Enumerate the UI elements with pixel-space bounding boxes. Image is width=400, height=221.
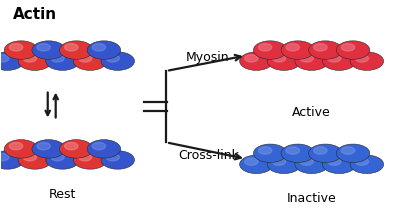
Circle shape — [341, 147, 355, 154]
Circle shape — [272, 158, 286, 165]
Circle shape — [92, 44, 106, 51]
Circle shape — [18, 151, 52, 169]
Circle shape — [245, 55, 258, 62]
Circle shape — [295, 155, 328, 173]
Circle shape — [60, 41, 93, 59]
Circle shape — [258, 147, 272, 154]
Circle shape — [0, 52, 24, 70]
Circle shape — [267, 155, 301, 173]
Circle shape — [23, 154, 36, 161]
Text: Cross-link: Cross-link — [178, 149, 239, 162]
Circle shape — [309, 41, 342, 59]
Circle shape — [23, 55, 36, 62]
Circle shape — [46, 151, 79, 169]
Circle shape — [46, 52, 79, 70]
Circle shape — [101, 151, 134, 169]
Circle shape — [267, 52, 301, 70]
Circle shape — [322, 52, 356, 70]
Circle shape — [0, 55, 9, 62]
Circle shape — [0, 151, 24, 169]
Circle shape — [314, 44, 327, 51]
Circle shape — [106, 55, 120, 62]
Circle shape — [350, 155, 384, 173]
Circle shape — [341, 44, 355, 51]
Circle shape — [295, 52, 328, 70]
Circle shape — [64, 44, 78, 51]
Circle shape — [286, 44, 300, 51]
Circle shape — [258, 44, 272, 51]
Circle shape — [37, 142, 50, 150]
Circle shape — [78, 55, 92, 62]
Circle shape — [328, 55, 341, 62]
Circle shape — [18, 52, 52, 70]
Circle shape — [37, 44, 50, 51]
Circle shape — [355, 158, 368, 165]
Circle shape — [350, 52, 384, 70]
Circle shape — [4, 41, 38, 59]
Circle shape — [240, 52, 273, 70]
Circle shape — [87, 140, 121, 158]
Circle shape — [87, 41, 121, 59]
Circle shape — [281, 41, 314, 59]
Circle shape — [9, 44, 23, 51]
Circle shape — [240, 155, 273, 173]
Circle shape — [309, 144, 342, 162]
Circle shape — [9, 142, 23, 150]
Text: Active: Active — [292, 106, 331, 119]
Circle shape — [300, 55, 313, 62]
Circle shape — [64, 142, 78, 150]
Circle shape — [328, 158, 341, 165]
Circle shape — [355, 55, 368, 62]
Circle shape — [336, 41, 370, 59]
Circle shape — [322, 155, 356, 173]
Text: Actin: Actin — [13, 7, 57, 22]
Circle shape — [51, 55, 64, 62]
Circle shape — [73, 151, 107, 169]
Circle shape — [300, 158, 313, 165]
Text: Inactive: Inactive — [287, 192, 336, 205]
Circle shape — [101, 52, 134, 70]
Text: Rest: Rest — [49, 188, 76, 200]
Circle shape — [254, 41, 287, 59]
Circle shape — [51, 154, 64, 161]
Circle shape — [281, 144, 314, 162]
Circle shape — [254, 144, 287, 162]
Circle shape — [78, 154, 92, 161]
Circle shape — [32, 41, 66, 59]
Circle shape — [32, 140, 66, 158]
Circle shape — [272, 55, 286, 62]
Circle shape — [245, 158, 258, 165]
Circle shape — [92, 142, 106, 150]
Circle shape — [314, 147, 327, 154]
Circle shape — [336, 144, 370, 162]
Circle shape — [4, 140, 38, 158]
Circle shape — [0, 154, 9, 161]
Text: Myosin: Myosin — [186, 51, 230, 64]
Circle shape — [73, 52, 107, 70]
Circle shape — [106, 154, 120, 161]
Circle shape — [60, 140, 93, 158]
Circle shape — [286, 147, 300, 154]
